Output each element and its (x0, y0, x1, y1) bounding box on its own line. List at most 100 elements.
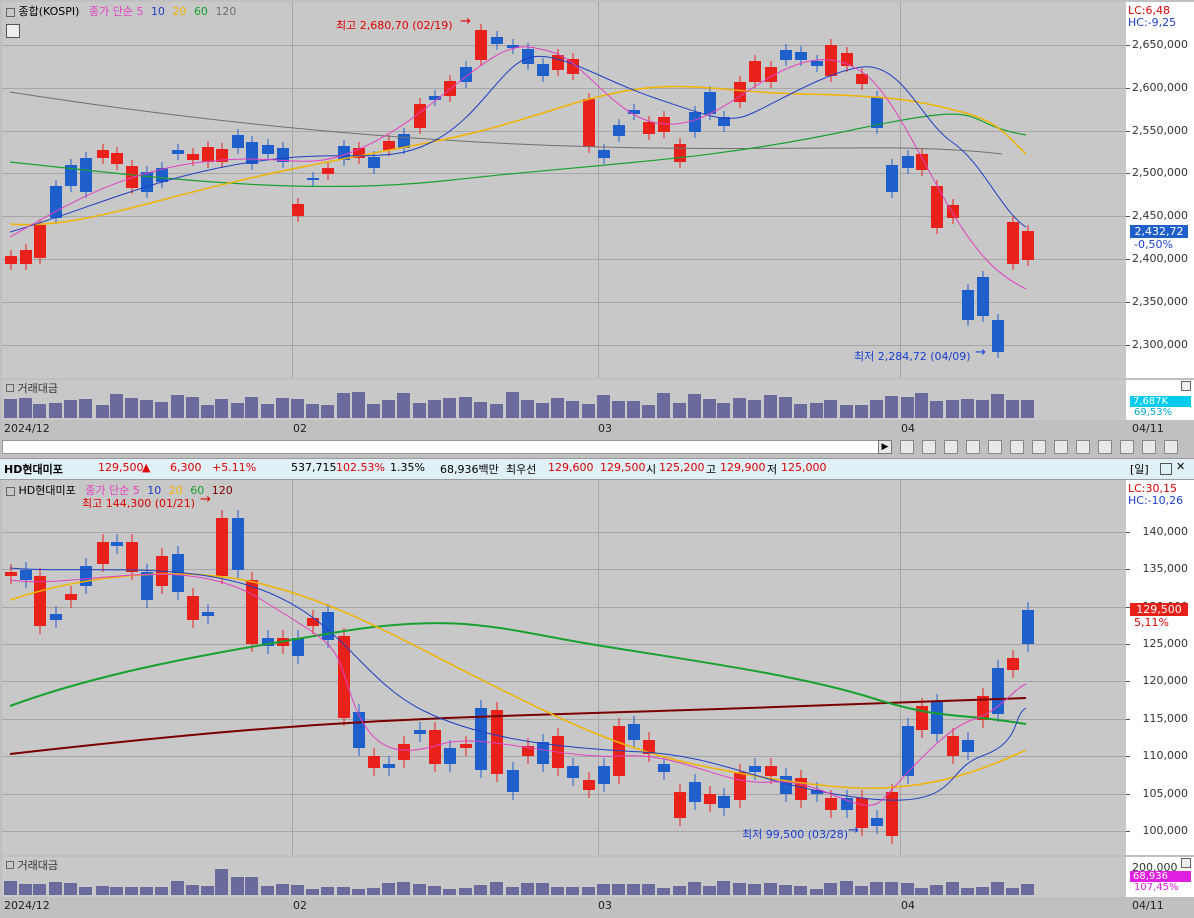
volume-bar (748, 884, 761, 895)
trendline-icon[interactable] (988, 440, 1002, 454)
scroll-right-button[interactable]: ▶ (878, 440, 892, 454)
volume-bar (855, 405, 868, 418)
x-tick-label: 02 (293, 899, 307, 912)
grid-line (2, 259, 1126, 260)
ticker-vol-ratio: 102.53% (336, 461, 385, 474)
candle-body (338, 636, 350, 718)
period-button[interactable]: [일] (1130, 463, 1149, 476)
close-icon[interactable]: ✕ (1176, 460, 1186, 473)
grid-line (292, 2, 293, 378)
candle-body (338, 146, 350, 160)
ticker-name[interactable]: HD현대미포 (4, 463, 63, 476)
kospi-pane: 2,650,000 2,600,000 2,550,000 2,500,000 2,45… (0, 0, 1194, 438)
candle-body (460, 744, 472, 748)
volume-bar (901, 883, 914, 895)
fibonacci-icon[interactable] (1010, 440, 1024, 454)
ma20-line (9, 573, 1027, 790)
magnify-icon[interactable] (1076, 440, 1090, 454)
volume-bar (566, 401, 579, 418)
restore-icon[interactable] (1160, 463, 1172, 475)
volume-bar (245, 877, 258, 895)
volume-bar (703, 886, 716, 895)
candle-body (232, 518, 244, 570)
kospi-lc: LC:6,48 (1128, 4, 1171, 17)
volume-bar (306, 889, 319, 895)
settings-icon[interactable] (944, 440, 958, 454)
kospi-price-plot[interactable] (2, 2, 1126, 378)
volume-bar (33, 404, 46, 418)
candle-body (202, 612, 214, 616)
grid-icon[interactable] (6, 24, 20, 38)
line-icon[interactable] (1098, 440, 1112, 454)
vol-collapse-icon[interactable] (1181, 858, 1191, 868)
candle-body (65, 165, 77, 186)
candle-body (522, 746, 534, 756)
volume-bar (657, 393, 670, 418)
candle-body (537, 64, 549, 76)
y-tick-label: 120,000 (1142, 674, 1189, 687)
candle-body (598, 766, 610, 784)
candle-body (643, 740, 655, 754)
volume-bar (201, 405, 214, 418)
legend-name: HD현대미포 (18, 484, 76, 497)
y-tick-label: 115,000 (1142, 712, 1189, 725)
volume-bar (961, 399, 974, 418)
volume-bar (688, 394, 701, 418)
candle-body (871, 97, 883, 128)
candle-body (962, 740, 974, 752)
ticker-open-label: 시 (646, 463, 657, 476)
candle-body (567, 766, 579, 778)
candle-body (704, 794, 716, 804)
zoom-icon[interactable] (922, 440, 936, 454)
candle-body (20, 570, 32, 580)
candle-body (111, 153, 123, 164)
candle-body (613, 125, 625, 136)
y-tick (1126, 131, 1130, 132)
text-icon[interactable] (1120, 440, 1134, 454)
legend-p10: 10 (147, 484, 162, 497)
volume-bar (367, 888, 380, 895)
kospi-volume-plot[interactable] (2, 380, 1126, 420)
y-tick (1126, 302, 1130, 303)
candle-body (80, 158, 92, 192)
candle-body (368, 756, 380, 768)
y-tick (1126, 607, 1130, 608)
volume-bar (673, 886, 686, 895)
volume-bar (443, 889, 456, 895)
chart-scrollbar[interactable] (2, 440, 880, 454)
stock-volume-label: 거래대금 (6, 857, 58, 873)
channel-icon[interactable] (1032, 440, 1046, 454)
vol-box-icon (6, 384, 14, 392)
grid-line (598, 480, 599, 855)
cursor-icon[interactable] (966, 440, 980, 454)
candle-body (216, 149, 228, 162)
vol-collapse-icon[interactable] (1181, 381, 1191, 391)
candle-body (216, 518, 228, 576)
stock-volume-plot[interactable] (2, 857, 1126, 897)
volume-bar (885, 882, 898, 895)
high-arrow-icon: → (460, 14, 471, 29)
save-icon[interactable] (1142, 440, 1156, 454)
ticker-amount: 68,936백만 (440, 463, 499, 476)
volume-bar (1006, 400, 1019, 418)
volume-bar (367, 404, 380, 418)
candle-body (856, 74, 868, 84)
export-icon[interactable] (1164, 440, 1178, 454)
volume-bar (1021, 884, 1034, 895)
legend-name: 종합(KOSPI) (18, 5, 80, 18)
candle-body (232, 135, 244, 148)
candle-body (674, 792, 686, 818)
volume-bar (597, 395, 610, 418)
volume-bar (1006, 888, 1019, 895)
stock-high-note: 최고 144,300 (01/21) (82, 497, 196, 510)
candle-body (718, 117, 730, 126)
grid-line (2, 45, 1126, 46)
kospi-legend: 종합(KOSPI) 종가 단순 5 10 20 60 120 (6, 3, 236, 19)
stock-price-plot[interactable] (2, 480, 1126, 855)
volume-bar (79, 399, 92, 418)
candle-body (353, 712, 365, 748)
candle-body (902, 726, 914, 776)
y-tick-label: 2,650,000 (1132, 38, 1188, 51)
measure-icon[interactable] (1054, 440, 1068, 454)
zoom-fit-icon[interactable] (900, 440, 914, 454)
